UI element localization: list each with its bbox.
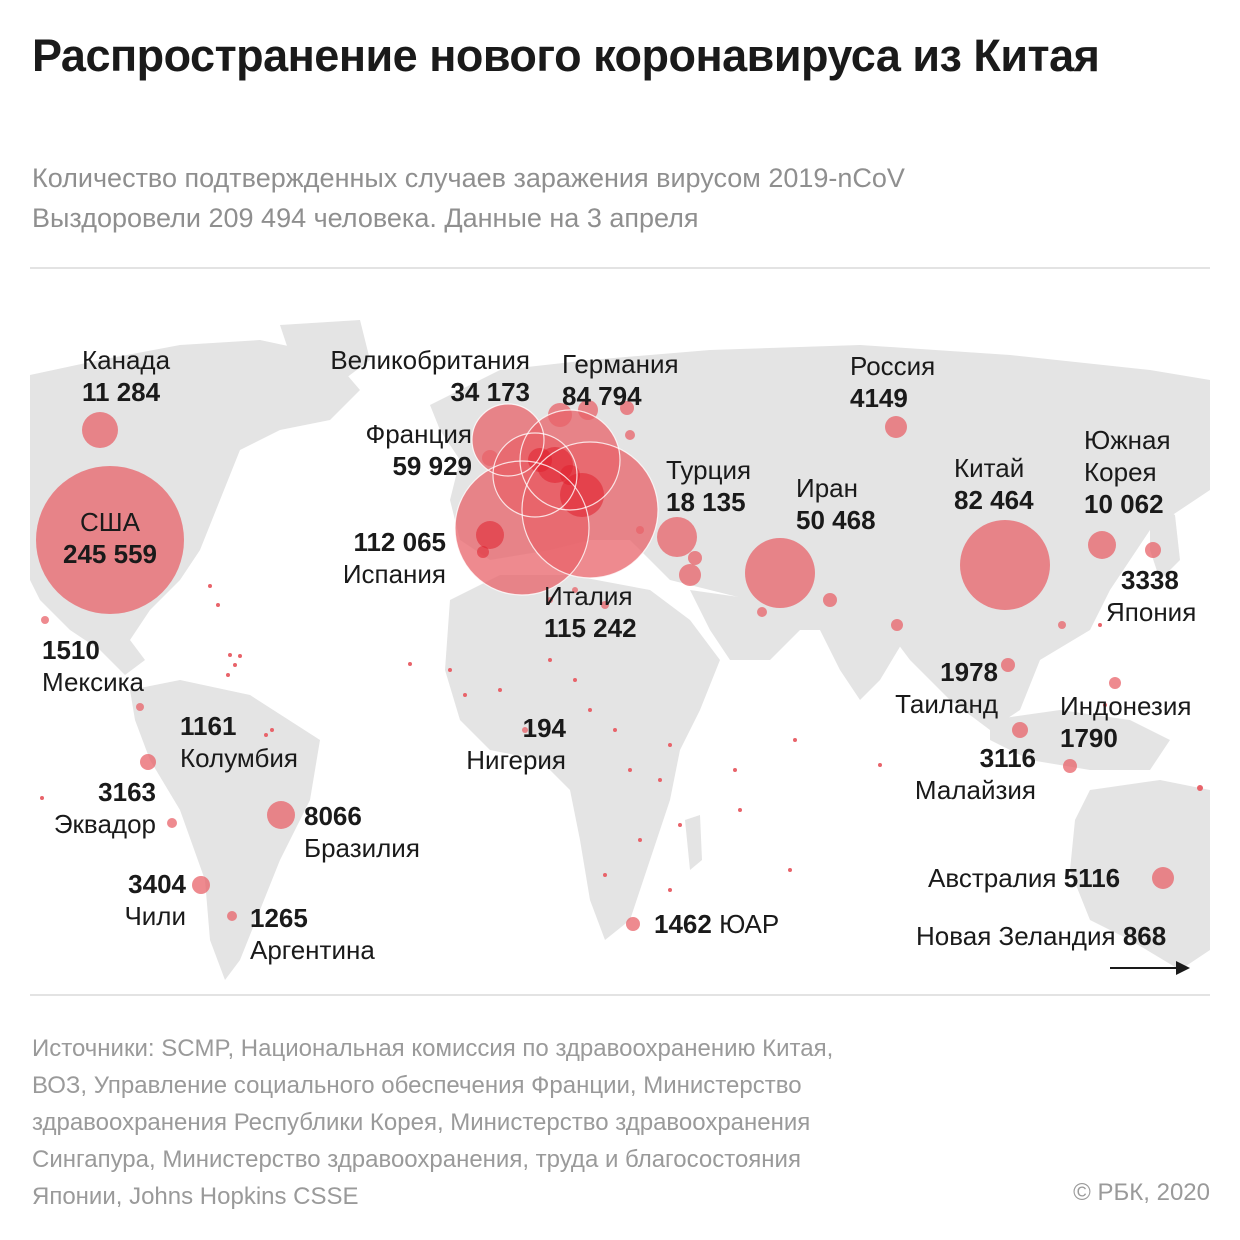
arabia-land	[690, 590, 800, 660]
netherlands-bubble	[548, 403, 572, 427]
ecuador-bubble	[140, 754, 156, 770]
philippines-bubble	[1109, 677, 1121, 689]
ireland-bubble	[482, 450, 498, 466]
portugal-bubble	[477, 546, 489, 558]
south-africa-bubble	[626, 917, 640, 931]
iran-bubble	[745, 538, 815, 608]
canada-bubble	[82, 412, 118, 448]
japan-bubble	[1145, 542, 1161, 558]
label-thailand: 1978 Таиланд	[895, 657, 998, 719]
label-brazil: 8066 Бразилия	[304, 801, 420, 863]
label-iran: Иран 50 468	[796, 473, 876, 535]
label-nigeria: 194 Нигерия	[466, 713, 566, 775]
colombia-bubble	[136, 703, 144, 711]
bottom-divider	[30, 994, 1210, 996]
africa-land	[445, 575, 720, 940]
switzerland-bubble	[560, 465, 580, 485]
label-spain: 112 065 Испания	[342, 527, 446, 589]
india-land	[810, 600, 910, 700]
belgium-bubble	[528, 448, 552, 472]
turkey-bubble	[657, 517, 697, 557]
australia-land	[1070, 780, 1210, 970]
subtitle: Количество подтвержденных случаев зараже…	[32, 158, 1212, 238]
australia-bubble	[1152, 867, 1174, 889]
top-divider	[30, 267, 1210, 269]
europe-core-bubbles	[476, 447, 604, 558]
label-malaysia: 3116 Малайзия	[914, 743, 1036, 805]
subtitle-line-1: Количество подтвержденных случаев зараже…	[32, 163, 905, 193]
spain-core-bubble	[476, 521, 504, 549]
japan-land	[1150, 500, 1180, 580]
label-australia: Австралия 5116	[928, 863, 1121, 893]
russia-bubble	[885, 416, 907, 438]
bubble-outlines	[454, 403, 659, 596]
nigeria-bubble	[522, 727, 528, 733]
new-zealand-arrow	[1110, 961, 1190, 975]
greece-bubble	[636, 526, 644, 534]
label-usa: США 245 559	[63, 507, 157, 569]
south-korea-bubble	[1088, 531, 1116, 559]
label-france: Франция 59 929	[365, 419, 472, 481]
map-canvas	[30, 320, 1210, 980]
morocco-bubble	[547, 597, 553, 603]
israel-bubble	[688, 551, 702, 565]
uk-land	[465, 385, 490, 420]
malaysia-bubble	[1012, 722, 1028, 738]
south-america-land	[130, 680, 320, 980]
tunisia-bubble	[601, 601, 609, 609]
label-canada: Канада 11 284	[82, 345, 171, 407]
label-indonesia: Индонезия 1790	[1060, 691, 1192, 753]
ecuador-small-bubble	[167, 818, 177, 828]
label-chile: 3404 Чили	[124, 869, 186, 931]
label-new-zealand: Новая Зеландия 868	[916, 921, 1167, 951]
label-china: Китай 82 464	[954, 453, 1034, 515]
label-italy: Италия 115 242	[544, 581, 637, 643]
india-bubble	[891, 619, 903, 631]
indonesia-bubble	[1063, 759, 1077, 773]
world-map: Канада 11 284 США 245 559 1510 Мексика 1161…	[30, 300, 1210, 990]
small-dots	[40, 584, 1203, 892]
label-japan: 3338 Япония	[1106, 565, 1197, 627]
label-ecuador: 3163 Эквадор	[53, 777, 156, 839]
sources-line-5: Японии, Johns Hopkins CSSE	[32, 1183, 359, 1210]
label-south-korea: Южная Корея 10 062	[1084, 425, 1171, 519]
algeria-bubble	[572, 587, 578, 593]
scandinavia-bubble	[620, 401, 634, 415]
label-colombia: 1161 Колумбия	[180, 711, 298, 773]
eurasia-land	[430, 345, 1210, 730]
subtitle-line-2: Выздоровели 209 494 человека. Данные на …	[32, 203, 699, 233]
label-germany: Германия 84 794	[562, 349, 679, 411]
label-argentina: 1265 Аргентина	[250, 903, 375, 965]
sources-line-3: здравоохранения Республики Корея, Минист…	[32, 1109, 811, 1136]
indonesia-land	[990, 710, 1170, 770]
pakistan-bubble	[823, 593, 837, 607]
usa-bubble	[36, 466, 184, 614]
brazil-bubble	[267, 801, 295, 829]
chile-bubble	[192, 876, 210, 894]
label-turkey: Турция 18 135	[666, 455, 752, 517]
austria-bubble	[625, 430, 635, 440]
egypt-bubble	[679, 564, 701, 586]
sources-line-4: Сингапура, Министерство здравоохранения,…	[32, 1146, 801, 1173]
sources: Источники: SCMP, Национальная комиссия п…	[32, 1030, 1032, 1215]
madagascar-land	[685, 815, 702, 870]
greenland-land	[280, 320, 370, 390]
copyright: © РБК, 2020	[1073, 1179, 1210, 1206]
label-mexico: 1510 Мексика	[42, 635, 145, 697]
vietnam-bubble	[1058, 621, 1066, 629]
uae-bubble	[757, 607, 767, 617]
label-uk: Великобритания 34 173	[330, 345, 530, 407]
label-south-africa: 1462 ЮАР	[654, 909, 780, 939]
mexico-bubble	[41, 616, 49, 624]
sources-line-1: Источники: SCMP, Национальная комиссия п…	[32, 1035, 834, 1062]
sources-line-2: ВОЗ, Управление социального обеспечения …	[32, 1072, 802, 1099]
page-title: Распространение нового коронавируса из К…	[32, 30, 1100, 81]
argentina-bubble	[227, 911, 237, 921]
thailand-bubble	[1001, 658, 1015, 672]
china-bubble	[960, 520, 1050, 610]
label-russia: Россия 4149	[850, 351, 936, 413]
